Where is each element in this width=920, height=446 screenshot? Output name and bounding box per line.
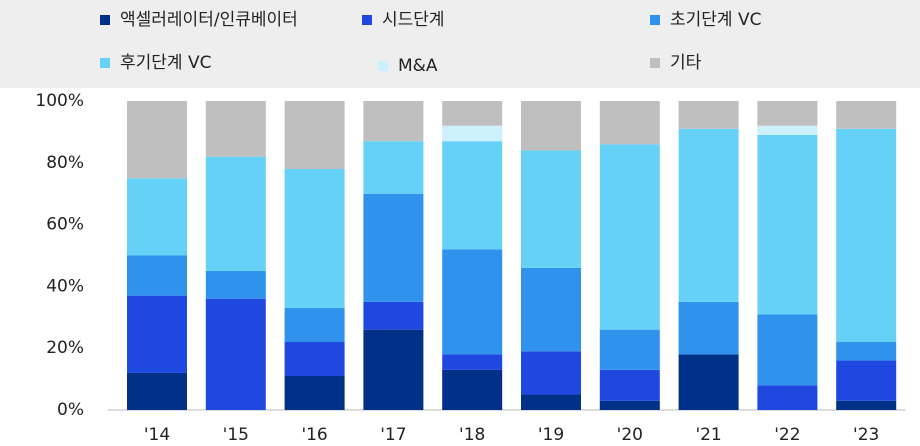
- legend-swatch: [100, 15, 110, 25]
- bar-segment: [599, 329, 660, 370]
- bar-segment: [599, 101, 660, 145]
- y-tick-label: 0%: [57, 400, 84, 420]
- bar-segment: [284, 168, 345, 309]
- bar-segment: [599, 369, 660, 401]
- bar-segment: [521, 267, 581, 352]
- y-tick-label: 80%: [46, 153, 84, 173]
- x-tick-label: '22: [774, 425, 800, 445]
- bar-segment: [442, 101, 503, 126]
- legend-label: 액셀러레이터/인큐베이터: [120, 10, 298, 30]
- bar-segment: [599, 144, 660, 330]
- bar-segment: [127, 255, 187, 296]
- legend-label: 초기단계 VC: [670, 10, 761, 30]
- bar-segment: [678, 128, 739, 302]
- bar-segment: [521, 351, 581, 395]
- y-tick-label: 100%: [35, 91, 84, 111]
- bar-segment: [757, 314, 818, 386]
- legend-label: 기타: [670, 53, 702, 73]
- legend-swatch: [362, 15, 372, 25]
- bar-segment: [442, 125, 503, 142]
- bar-segment: [284, 376, 345, 410]
- legend-swatch: [650, 15, 660, 25]
- x-tick-label: '16: [301, 425, 327, 445]
- bar-segment: [363, 141, 424, 194]
- bar-segment: [521, 101, 581, 151]
- bar-segment: [678, 354, 739, 410]
- bar-segment: [363, 101, 424, 142]
- bar-segment: [205, 101, 266, 157]
- bar-segment: [205, 298, 266, 410]
- bar-segment: [363, 329, 424, 410]
- bar-segment: [757, 101, 818, 126]
- legend-swatch: [650, 58, 660, 68]
- bar-segment: [442, 354, 503, 370]
- bar-segment: [363, 301, 424, 330]
- legend-label: M&A: [398, 56, 438, 76]
- bar-segment: [127, 372, 187, 410]
- bar-segment: [284, 342, 345, 377]
- bar-segment: [836, 360, 897, 401]
- bar-segment: [442, 369, 503, 410]
- x-tick-label: '17: [380, 425, 406, 445]
- bar-segment: [127, 295, 187, 373]
- bar-segment: [757, 385, 818, 410]
- bar-segment: [836, 128, 897, 343]
- bar-segment: [757, 134, 818, 315]
- legend-background: [0, 0, 920, 88]
- bar-segment: [284, 101, 345, 169]
- bar-segment: [442, 249, 503, 355]
- bar-segment: [205, 156, 266, 271]
- bar-segment: [521, 150, 581, 268]
- y-tick-label: 60%: [46, 215, 84, 235]
- bar-segment: [836, 400, 897, 410]
- bar-segment: [205, 270, 266, 299]
- bar-segment: [678, 101, 739, 129]
- bar-segment: [599, 400, 660, 410]
- x-tick-label: '21: [695, 425, 721, 445]
- bar-segment: [521, 394, 581, 410]
- y-tick-label: 20%: [46, 338, 84, 358]
- legend-label: 시드단계: [382, 10, 445, 30]
- bar-segment: [757, 125, 818, 135]
- bar-segment: [678, 301, 739, 355]
- legend-swatch: [100, 58, 110, 68]
- x-tick-label: '15: [223, 425, 249, 445]
- bar-segment: [836, 101, 897, 129]
- x-tick-label: '23: [853, 425, 879, 445]
- legend-label: 후기단계 VC: [120, 53, 211, 73]
- y-tick-label: 40%: [46, 276, 84, 296]
- x-tick-label: '18: [459, 425, 485, 445]
- bar-segment: [363, 193, 424, 302]
- x-tick-label: '20: [617, 425, 643, 445]
- bar-segment: [284, 308, 345, 343]
- legend-swatch: [378, 61, 388, 71]
- bar-segment: [442, 141, 503, 250]
- x-tick-label: '19: [538, 425, 564, 445]
- bar-segment: [836, 342, 897, 361]
- bar-segment: [127, 101, 187, 179]
- x-tick-label: '14: [144, 425, 170, 445]
- bar-segment: [127, 178, 187, 256]
